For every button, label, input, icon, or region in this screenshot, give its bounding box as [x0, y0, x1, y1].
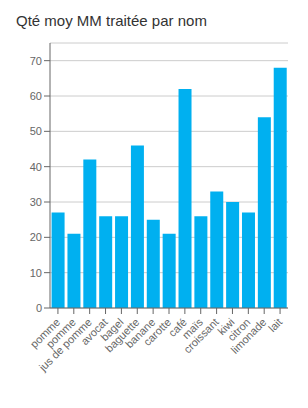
- svg-text:avocat: avocat: [78, 315, 110, 348]
- svg-text:carotte: carotte: [141, 315, 174, 348]
- svg-text:50: 50: [30, 125, 42, 137]
- svg-text:0: 0: [36, 302, 42, 314]
- svg-text:60: 60: [30, 90, 42, 102]
- svg-text:bagel: bagel: [98, 315, 126, 344]
- svg-text:30: 30: [30, 196, 42, 208]
- svg-text:croissant: croissant: [181, 316, 221, 356]
- svg-text:jus de pomme: jus de pomme: [36, 315, 94, 374]
- svg-text:café: café: [165, 315, 190, 339]
- svg-text:citron: citron: [225, 315, 253, 344]
- svg-text:40: 40: [30, 161, 42, 173]
- svg-text:lait: lait: [266, 316, 284, 334]
- svg-text:pomme: pomme: [27, 315, 63, 351]
- svg-text:baguette: baguette: [102, 315, 142, 355]
- svg-text:banane: banane: [122, 315, 158, 351]
- svg-text:10: 10: [30, 267, 42, 279]
- svg-text:70: 70: [30, 55, 42, 67]
- svg-text:limonade: limonade: [228, 316, 268, 356]
- svg-text:maïs: maïs: [179, 315, 205, 342]
- html-text:Qté moy MM traitée par nom: Qté moy MM traitée par nom: [16, 12, 207, 29]
- svg-text:20: 20: [30, 231, 42, 243]
- svg-text:kiwi: kiwi: [215, 315, 237, 338]
